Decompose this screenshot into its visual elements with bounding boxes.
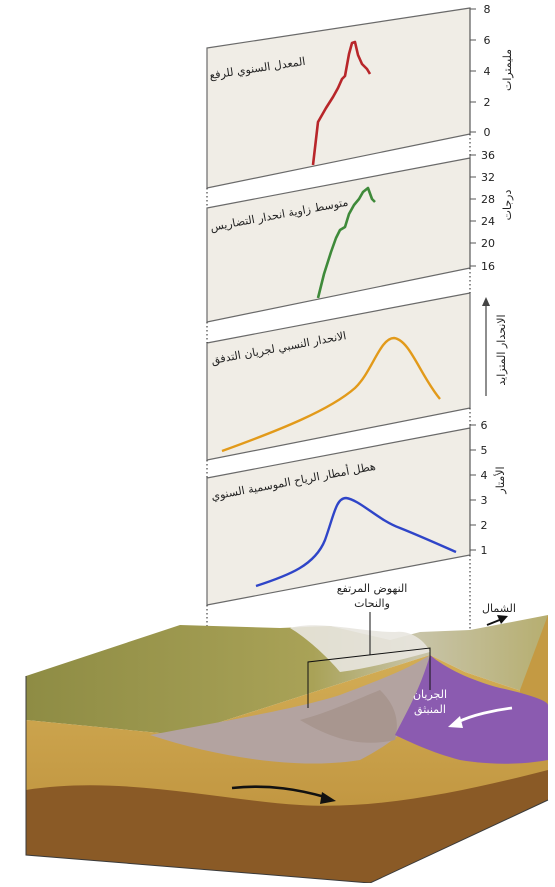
- thrust-layers-inner: [300, 690, 397, 743]
- extruded-channel: [395, 655, 548, 764]
- uplift-unit-label: مليمترات: [501, 49, 514, 91]
- relief-ticks: [470, 154, 476, 267]
- relief-tick-label: 20: [481, 237, 495, 250]
- snowy-ridge: [290, 625, 430, 672]
- crust-flow-arrow: [231, 785, 336, 804]
- uplift-tick-label: 6: [484, 34, 491, 47]
- rainfall-panel-background: [206, 427, 471, 606]
- relief-tick-label: 16: [481, 260, 495, 273]
- relief-tick-label: 24: [481, 215, 495, 228]
- north-label: الشمال: [482, 602, 516, 615]
- uplift-tick-label: 0: [484, 126, 491, 139]
- arrow-head-icon: [482, 297, 490, 306]
- relief-slope-panel: 36 32 28 24 20 16 درجات متوسط زاوية انحد…: [206, 149, 514, 323]
- rainfall-curve: [255, 496, 457, 588]
- lower-soil-band: [26, 770, 548, 883]
- relief-unit-label: درجات: [501, 190, 514, 221]
- gradient-curve: [221, 336, 441, 453]
- relief-tick-label: 36: [481, 149, 495, 162]
- extrusion-flow-arrow: [448, 706, 513, 728]
- rainfall-ticks: [470, 424, 476, 551]
- block-outline: [25, 676, 549, 884]
- uplift-tick-label: 4: [484, 65, 491, 78]
- block-diagram: النهوض المرتفع والنحات الجريان المنبثق ا…: [25, 582, 549, 884]
- rainfall-unit-label: الأمتار: [493, 466, 507, 494]
- relief-curve: [316, 186, 376, 299]
- uplift-panel-background: [206, 7, 471, 189]
- rainfall-tick-label: 6: [481, 419, 488, 432]
- rainfall-panel: 6 5 4 3 2 1 الأمتار هطل أمطار الرياح الم…: [206, 419, 507, 606]
- relief-tick-label: 28: [481, 193, 495, 206]
- rainfall-tick-label: 4: [481, 469, 488, 482]
- rainfall-tick-label: 3: [481, 494, 488, 507]
- uplift-ticks: [470, 8, 476, 133]
- uplift-bracket: [307, 612, 431, 708]
- uplift-tick-label: 8: [484, 3, 491, 16]
- arrow-head-icon: [448, 716, 463, 728]
- relief-tick-label: 32: [481, 171, 495, 184]
- uplift-erosion-label-line2: والنحات: [354, 597, 390, 610]
- gradient-unit-label: الانحدار المتزايد: [495, 314, 508, 385]
- arrow-head-icon: [320, 792, 336, 804]
- rainfall-tick-label: 1: [481, 544, 488, 557]
- rainfall-tick-label: 5: [481, 444, 488, 457]
- uplift-curve: [311, 40, 372, 166]
- extruded-flow-label-line1: الجريان: [413, 688, 447, 701]
- rainfall-tick-label: 2: [481, 519, 488, 532]
- uplift-erosion-label-line1: النهوض المرتفع: [337, 582, 408, 595]
- uplift-rate-panel: 8 6 4 2 0 مليمترات المعدل السنوي للرفع: [206, 3, 514, 189]
- north-arrow-icon: [486, 615, 508, 626]
- extruded-flow-label-line2: المنبثق: [414, 703, 446, 717]
- relief-panel-background: [206, 157, 471, 323]
- uplift-tick-label: 2: [484, 96, 491, 109]
